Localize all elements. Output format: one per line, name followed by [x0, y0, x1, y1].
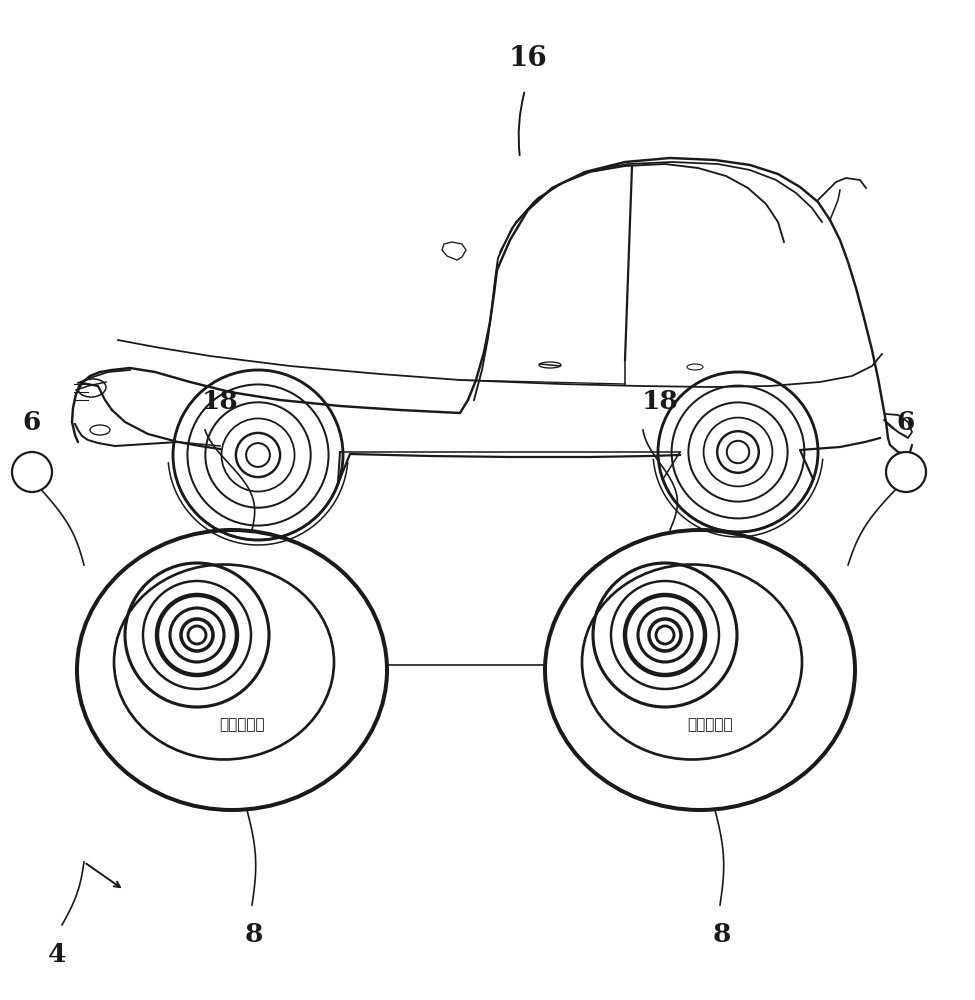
Circle shape: [886, 452, 926, 492]
Text: 8: 8: [245, 922, 263, 947]
Text: 16: 16: [509, 45, 547, 72]
Text: 4: 4: [48, 942, 66, 967]
Text: 18: 18: [642, 389, 679, 414]
Circle shape: [188, 626, 206, 644]
Text: 18: 18: [202, 389, 238, 414]
Polygon shape: [442, 242, 466, 260]
Text: 6: 6: [897, 410, 916, 435]
Text: 轮胎不允许: 轮胎不允许: [219, 718, 265, 732]
Circle shape: [726, 441, 749, 463]
Circle shape: [12, 452, 52, 492]
Text: 轮胎不允许: 轮胎不允许: [687, 718, 733, 732]
Text: 8: 8: [713, 922, 731, 947]
Text: 6: 6: [22, 410, 41, 435]
Circle shape: [656, 626, 674, 644]
Circle shape: [246, 443, 270, 467]
